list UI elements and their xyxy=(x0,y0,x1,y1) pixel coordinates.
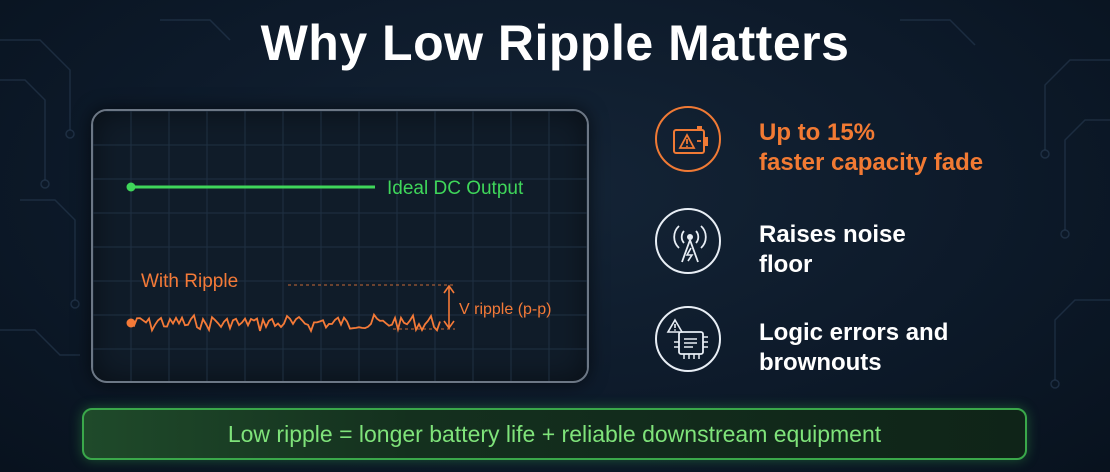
summary-banner: Low ripple = longer battery life + relia… xyxy=(82,408,1027,460)
benefit-noise-floor-text: Raises noise floor xyxy=(759,221,906,278)
battery-warning-icon xyxy=(655,106,721,172)
benefit-logic-errors: Logic errors and brownouts xyxy=(655,306,1095,378)
chip-warning-icon xyxy=(655,306,721,372)
ideal-dc-start-dot xyxy=(126,182,136,192)
scope-grid xyxy=(93,111,587,381)
ripple-measure-label: V ripple (p-p) xyxy=(459,301,551,318)
radio-tower-icon xyxy=(655,208,721,274)
oscilloscope-panel: Ideal DC Output With Ripple V ripple (p-… xyxy=(91,109,589,383)
ripple-start-dot xyxy=(126,318,136,328)
page-title: Why Low Ripple Matters xyxy=(260,15,850,71)
benefit-capacity-fade: Up to 15% faster capacity fade xyxy=(655,106,1095,178)
ideal-dc-label: Ideal DC Output xyxy=(387,178,524,199)
benefit-noise-floor: Raises noise floor xyxy=(655,208,1095,280)
ripple-label: With Ripple xyxy=(141,271,238,292)
oscilloscope-display: Ideal DC Output With Ripple V ripple (p-… xyxy=(93,111,587,381)
ripple-measure-arrow xyxy=(443,284,455,330)
ripple-trace xyxy=(130,312,441,334)
benefit-capacity-fade-text: Up to 15% faster capacity fade xyxy=(759,119,984,176)
benefit-logic-errors-text: Logic errors and brownouts xyxy=(759,319,949,376)
